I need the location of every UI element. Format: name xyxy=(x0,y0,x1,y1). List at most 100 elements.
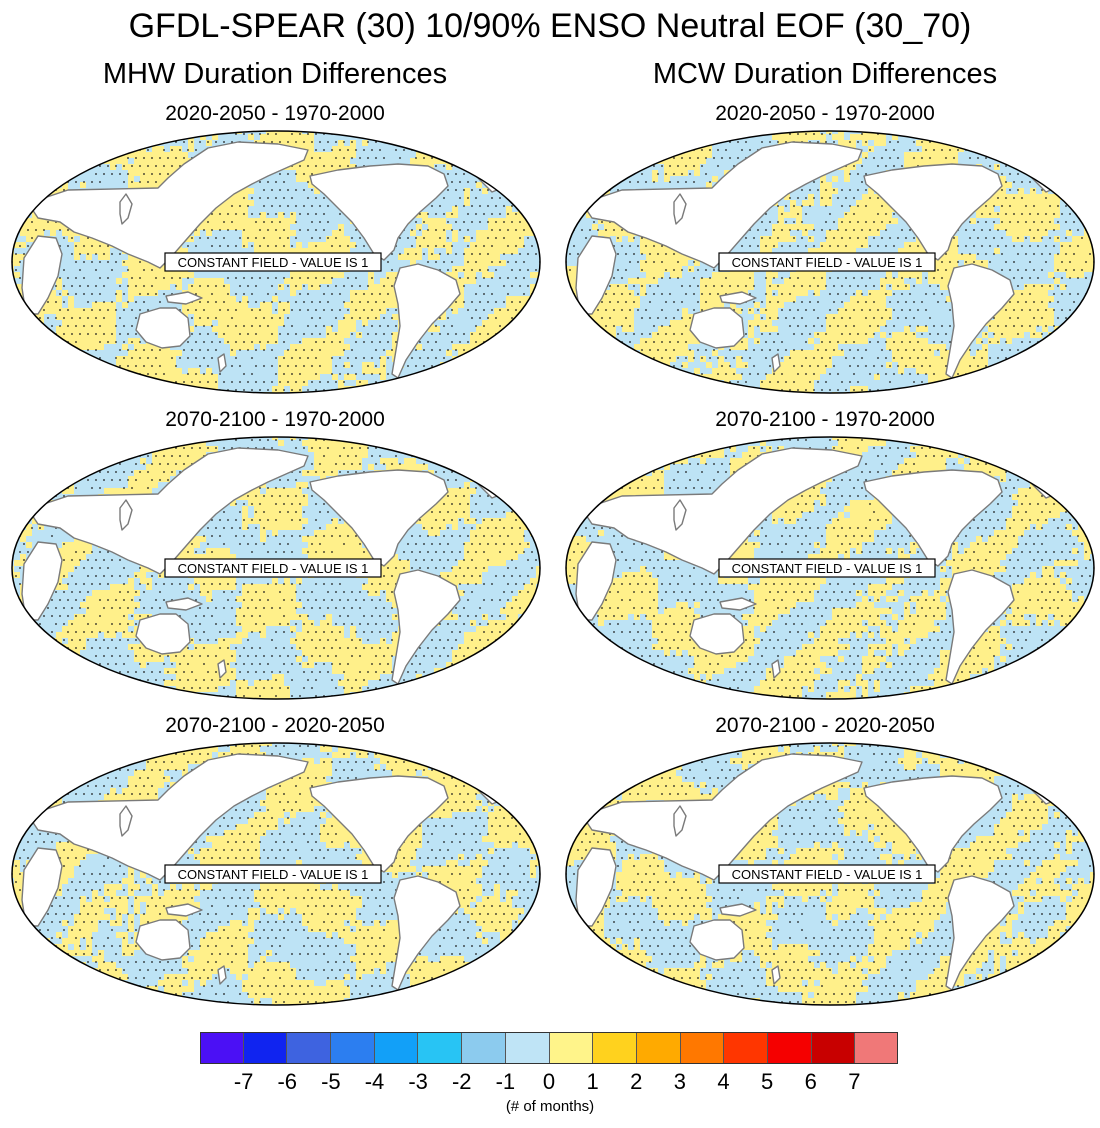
land-north-america xyxy=(309,163,449,261)
land-japan xyxy=(119,499,133,531)
land-south-america xyxy=(391,263,461,379)
constant-field-label-text: CONSTANT FIELD - VALUE IS 1 xyxy=(178,561,369,576)
land-africa xyxy=(21,541,63,621)
colorbar-swatch-7 xyxy=(505,1032,550,1064)
land-new-guinea xyxy=(165,903,203,917)
land-africa xyxy=(575,847,617,927)
colorbar-swatch-12 xyxy=(724,1032,768,1064)
land-nz xyxy=(771,353,781,373)
colorbar-tick-label: -7 xyxy=(233,1069,254,1094)
land-japan xyxy=(673,805,687,837)
colorbar-tick-label: 6 xyxy=(804,1069,817,1094)
map-border xyxy=(11,436,541,700)
panel-title-mcw-2: 2070-2100 - 1970-2000 xyxy=(715,408,935,431)
land-australia xyxy=(689,613,745,655)
panel-title-mcw-3: 2070-2100 - 2020-2050 xyxy=(715,714,935,737)
land-africa xyxy=(21,847,63,927)
colorbar-swatch-4 xyxy=(374,1032,419,1064)
land-australia xyxy=(689,919,745,961)
constant-field-label-box xyxy=(718,558,936,578)
land-asia xyxy=(29,141,309,269)
colorbar-tick-label: -2 xyxy=(451,1069,472,1094)
land-north-america xyxy=(863,469,1003,567)
colorbar-swatch-2 xyxy=(287,1032,332,1064)
column-heading-mcw: MCW Duration Differences xyxy=(652,58,998,90)
constant-field-label-box xyxy=(164,864,382,884)
colorbar-tick-label: -3 xyxy=(408,1069,428,1094)
colorbar-tick-label: 3 xyxy=(673,1069,686,1094)
land-japan xyxy=(119,805,133,837)
figure-title: GFDL-SPEAR (30) 10/90% ENSO Neutral EOF … xyxy=(128,7,972,45)
map-border xyxy=(565,436,1095,700)
constant-field-label-text: CONSTANT FIELD - VALUE IS 1 xyxy=(178,867,369,882)
land-nz xyxy=(217,659,227,679)
land-nz xyxy=(217,965,227,985)
constant-field-label-text: CONSTANT FIELD - VALUE IS 1 xyxy=(732,255,923,270)
constant-field-label: CONSTANT FIELD - VALUE IS 1 xyxy=(164,252,382,272)
colorbar-swatch-3 xyxy=(331,1032,375,1064)
constant-field-label-box xyxy=(718,252,936,272)
constant-field-label-box xyxy=(164,558,382,578)
land-south-america xyxy=(391,875,461,991)
colorbar-swatch-8 xyxy=(549,1032,594,1064)
column-heading-mhw: MHW Duration Differences xyxy=(102,58,448,90)
land-australia xyxy=(689,307,745,349)
significance-stippling xyxy=(15,439,540,697)
colorbar-swatch-13 xyxy=(767,1032,812,1064)
map-mcw-2070-2100-vs-1970-2000: CONSTANT FIELD - VALUE IS 1 xyxy=(565,436,1095,700)
land-asia xyxy=(29,447,309,575)
map-mcw-2020-2050-vs-1970-2000: CONSTANT FIELD - VALUE IS 1 xyxy=(565,130,1095,394)
panel-title-mhw-3: 2070-2100 - 2020-2050 xyxy=(165,714,385,737)
colorbar-tick-label: -4 xyxy=(364,1069,385,1094)
colorbar xyxy=(200,1032,898,1064)
constant-field-label: CONSTANT FIELD - VALUE IS 1 xyxy=(164,558,382,578)
constant-field-label-text: CONSTANT FIELD - VALUE IS 1 xyxy=(178,255,369,270)
constant-field-label: CONSTANT FIELD - VALUE IS 1 xyxy=(718,252,936,272)
land-japan xyxy=(673,193,687,225)
colorbar-units: (# of months) xyxy=(505,1098,595,1115)
land-new-guinea xyxy=(165,291,203,305)
land-north-america xyxy=(309,469,449,567)
colorbar-swatch-6 xyxy=(462,1032,506,1064)
map-mhw-2070-2100-vs-1970-2000: CONSTANT FIELD - VALUE IS 1 xyxy=(11,436,541,700)
land-nz xyxy=(217,353,227,373)
map-border xyxy=(565,742,1095,1006)
land-australia xyxy=(135,613,191,655)
land-japan xyxy=(673,499,687,531)
land-australia xyxy=(135,307,191,349)
land-africa xyxy=(21,235,63,315)
land-south-america xyxy=(391,569,461,685)
land-south-america xyxy=(945,875,1015,991)
colorbar-tick-label: -5 xyxy=(321,1069,341,1094)
land-nz xyxy=(771,965,781,985)
land-japan xyxy=(119,193,133,225)
colorbar-swatch-1 xyxy=(243,1032,288,1064)
land-south-america xyxy=(945,263,1015,379)
land-new-guinea xyxy=(719,291,757,305)
constant-field-label-text: CONSTANT FIELD - VALUE IS 1 xyxy=(732,867,923,882)
colorbar-tick-label: 0 xyxy=(542,1069,556,1094)
land-north-america xyxy=(309,775,449,873)
colorbar-tick-label: 1 xyxy=(586,1069,599,1094)
land-asia xyxy=(583,753,863,881)
panel-title-mhw-2: 2070-2100 - 1970-2000 xyxy=(165,408,385,431)
land-north-america xyxy=(863,163,1003,261)
map-mhw-2020-2050-vs-1970-2000: CONSTANT FIELD - VALUE IS 1 xyxy=(11,130,541,394)
colorbar-tick-label: 7 xyxy=(848,1069,861,1094)
land-asia xyxy=(583,447,863,575)
constant-field-label: CONSTANT FIELD - VALUE IS 1 xyxy=(164,864,382,884)
land-new-guinea xyxy=(719,597,757,611)
land-south-america xyxy=(945,569,1015,685)
land-africa xyxy=(575,235,617,315)
map-mhw-2070-2100-vs-2020-2050: CONSTANT FIELD - VALUE IS 1 xyxy=(11,742,541,1006)
colorbar-tick-label: -1 xyxy=(495,1069,516,1094)
constant-field-label-box xyxy=(164,252,382,272)
map-border xyxy=(565,130,1095,394)
land-nz xyxy=(771,659,781,679)
land-new-guinea xyxy=(165,597,203,611)
colorbar-tick-label: 4 xyxy=(717,1069,730,1094)
colorbar-swatch-5 xyxy=(418,1032,463,1064)
land-asia xyxy=(583,141,863,269)
colorbar-tick-label: 2 xyxy=(630,1069,643,1094)
land-australia xyxy=(135,919,191,961)
